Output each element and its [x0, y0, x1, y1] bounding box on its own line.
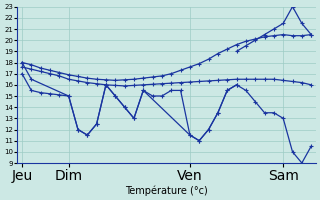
X-axis label: Température (°c): Température (°c)	[125, 185, 208, 196]
